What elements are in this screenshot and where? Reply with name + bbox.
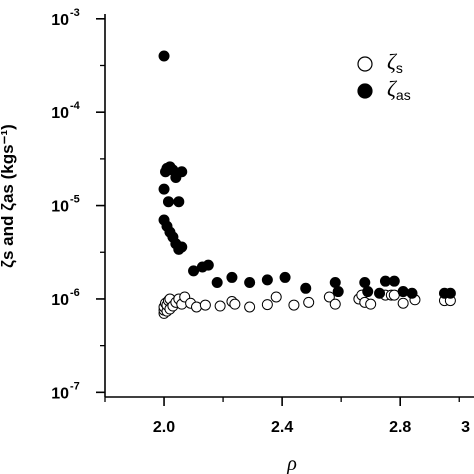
zeta-s-point — [244, 301, 256, 313]
zeta-as-point — [279, 271, 291, 283]
zeta-s-point — [397, 297, 409, 309]
legend-entry-s: ζs — [387, 49, 403, 76]
legend: ζs ζas — [357, 49, 411, 103]
zeta-s-point — [365, 298, 377, 310]
legend-symbol: ζ — [387, 76, 398, 101]
zeta-as-point — [211, 277, 223, 289]
x-tick-label: 2.8 — [389, 419, 411, 436]
y-tick-exponent: -4 — [70, 100, 81, 112]
legend-subscript: as — [396, 87, 411, 103]
legend-marker-filled-circle — [357, 83, 373, 99]
y-axis-label: ζs and ζas (kgs⁻¹) — [0, 124, 17, 268]
zeta-as-point — [332, 286, 344, 298]
y-tick-exponent: -5 — [70, 194, 80, 206]
y-tick-exponent: -3 — [70, 7, 80, 19]
zeta-as-point — [176, 241, 188, 253]
zeta-as-point — [158, 183, 170, 195]
x-axis-label: ρ — [286, 453, 297, 474]
zeta-as-point — [162, 196, 174, 208]
axes — [104, 14, 474, 398]
y-tick-label: 10 — [51, 105, 69, 122]
zeta-s-point — [199, 299, 211, 311]
zeta-as-point — [196, 261, 208, 273]
legend-marker-open-circle — [357, 56, 373, 72]
x-tick-label: 3 — [461, 419, 470, 436]
zeta-s-point — [303, 296, 315, 308]
data-points — [158, 50, 456, 319]
y-axis-ticks: 10-310-410-510-610-7 — [51, 7, 105, 402]
x-tick-label: 2.0 — [153, 419, 175, 436]
y-tick-label: 10 — [51, 292, 69, 309]
zeta-as-point — [329, 277, 341, 289]
zeta-as-point — [300, 282, 312, 294]
zeta-as-point — [359, 277, 371, 289]
x-axis-ticks: 2.0 2.4 2.8 3 — [104, 397, 470, 436]
zeta-as-point — [374, 287, 386, 299]
zeta-as-point — [170, 171, 182, 183]
zeta-as-point — [173, 196, 185, 208]
legend-symbol: ζ — [387, 49, 398, 74]
zeta-as-point — [444, 287, 456, 299]
x-tick-label: 2.4 — [271, 419, 293, 436]
zeta-as-point — [362, 286, 374, 298]
y-tick-label: 10 — [51, 385, 69, 402]
zeta-as-point — [244, 277, 256, 289]
y-tick-label: 10 — [51, 12, 69, 29]
zeta-s-point — [191, 301, 203, 313]
legend-subscript: s — [396, 60, 403, 76]
y-tick-exponent: -6 — [70, 287, 80, 299]
zeta-as-point — [397, 286, 409, 298]
zeta-as-point — [406, 287, 418, 299]
y-tick-label: 10 — [51, 199, 69, 216]
zeta-s-point — [270, 291, 282, 303]
zeta-s-point — [261, 299, 273, 311]
zeta-s-point — [229, 298, 241, 310]
legend-entry-as: ζas — [387, 76, 411, 103]
zeta-as-point — [388, 275, 400, 287]
zeta-s-point — [214, 300, 226, 312]
zeta-s-point — [288, 299, 300, 311]
zeta-as-point — [158, 50, 170, 62]
zeta-s-point — [329, 298, 341, 310]
zeta-s-point — [323, 291, 335, 303]
zeta-as-point — [261, 274, 273, 286]
zeta-as-point — [226, 271, 238, 283]
y-tick-exponent: -7 — [70, 380, 80, 392]
